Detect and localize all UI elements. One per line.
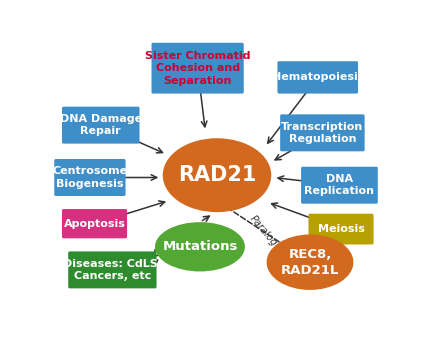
Text: Centrosome
Biogenesis: Centrosome Biogenesis (53, 166, 128, 189)
Text: Hematopoiesis: Hematopoiesis (272, 72, 364, 83)
Text: Meiosis: Meiosis (318, 224, 365, 234)
FancyBboxPatch shape (280, 114, 365, 151)
Ellipse shape (163, 138, 271, 212)
FancyBboxPatch shape (54, 159, 125, 196)
Text: RAD21: RAD21 (178, 165, 256, 185)
Text: Sister Chromatid
Cohesion and
Separation: Sister Chromatid Cohesion and Separation (145, 51, 250, 86)
Text: Paralog: Paralog (248, 214, 279, 249)
FancyBboxPatch shape (309, 214, 374, 244)
Text: Mutations: Mutations (162, 240, 238, 253)
Ellipse shape (266, 235, 353, 290)
FancyBboxPatch shape (68, 251, 157, 288)
Text: Diseases: CdLS,
Cancers, etc: Diseases: CdLS, Cancers, etc (63, 259, 162, 281)
Text: REC8,
RAD21L: REC8, RAD21L (281, 248, 339, 277)
FancyBboxPatch shape (62, 209, 127, 238)
Text: Apoptosis: Apoptosis (64, 219, 125, 229)
FancyBboxPatch shape (277, 61, 358, 94)
Text: DNA Damage
Repair: DNA Damage Repair (60, 114, 142, 136)
Text: DNA
Replication: DNA Replication (304, 174, 375, 196)
FancyBboxPatch shape (151, 43, 244, 94)
Ellipse shape (155, 222, 245, 271)
FancyBboxPatch shape (301, 167, 378, 204)
FancyBboxPatch shape (62, 106, 139, 144)
Text: Transcription
Regulation: Transcription Regulation (281, 122, 364, 144)
